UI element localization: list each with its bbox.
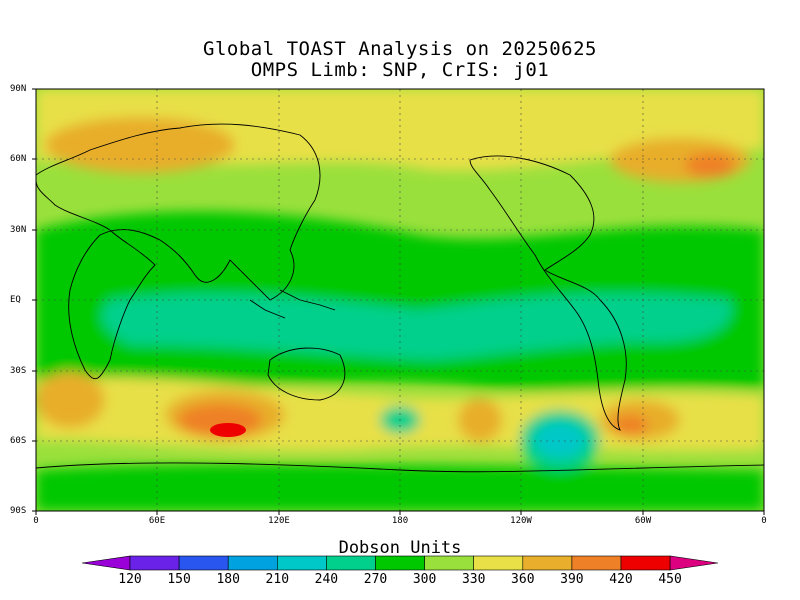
map-subtitle: OMPS Limb: SNP, CrIS: j01 (250, 59, 550, 81)
colorbar-tick-label: 210 (265, 572, 290, 587)
colorbar-tick-label: 450 (658, 572, 682, 587)
lat-label-60n: 60N (10, 154, 27, 164)
graticule (36, 89, 764, 511)
lon-label-0-east: 0 (761, 516, 767, 526)
colorbar-swatch (522, 555, 573, 571)
lat-label-60s: 60S (10, 436, 27, 446)
colorbar-tick-label: 150 (167, 572, 191, 587)
lon-label-60w: 60W (634, 516, 652, 526)
colorbar-swatch (620, 555, 671, 571)
lat-label-90s: 90S (10, 506, 27, 516)
lat-label-30n: 30N (10, 225, 27, 235)
colorbar-tick-label: 360 (511, 572, 535, 587)
lon-label-60e: 60E (148, 516, 166, 526)
colorbar-tick-label: 420 (609, 572, 633, 587)
lat-label-eq: EQ (10, 295, 21, 305)
colorbar-swatch (129, 555, 180, 571)
colorbar-swatch (473, 555, 524, 571)
lat-label-30s: 30S (10, 366, 27, 376)
colorbar-swatch (424, 555, 475, 571)
colorbar-extend-low (81, 555, 131, 571)
lon-label-120w: 120W (510, 516, 532, 526)
coastlines (36, 123, 764, 473)
ozone-field (36, 89, 764, 511)
map-title: Global TOAST Analysis on 20250625 (203, 38, 597, 60)
lat-label-90n: 90N (10, 84, 27, 94)
lon-label-120e: 120E (268, 516, 290, 526)
colorbar-tick-label: 300 (412, 572, 437, 587)
colorbar (81, 555, 719, 571)
colorbar-tick-label: 330 (461, 572, 486, 587)
colorbar-swatch (227, 555, 278, 571)
colorbar-title: Dobson Units (338, 538, 462, 558)
colorbar-swatch (178, 555, 229, 571)
colorbar-tick-label: 240 (314, 572, 339, 587)
colorbar-swatch (571, 555, 622, 571)
colorbar-swatch (375, 555, 425, 571)
ozone-max-region (210, 423, 246, 437)
colorbar-tick-label: 180 (216, 572, 240, 587)
colorbar-tick-label: 390 (560, 572, 584, 587)
colorbar-tick-label: 270 (363, 572, 388, 587)
colorbar-extend-high (669, 555, 719, 571)
lon-label-0: 0 (33, 516, 39, 526)
colorbar-swatch (276, 555, 327, 571)
colorbar-swatch (326, 555, 376, 571)
lon-label-180: 180 (391, 516, 409, 526)
colorbar-tick-label: 120 (118, 572, 142, 587)
